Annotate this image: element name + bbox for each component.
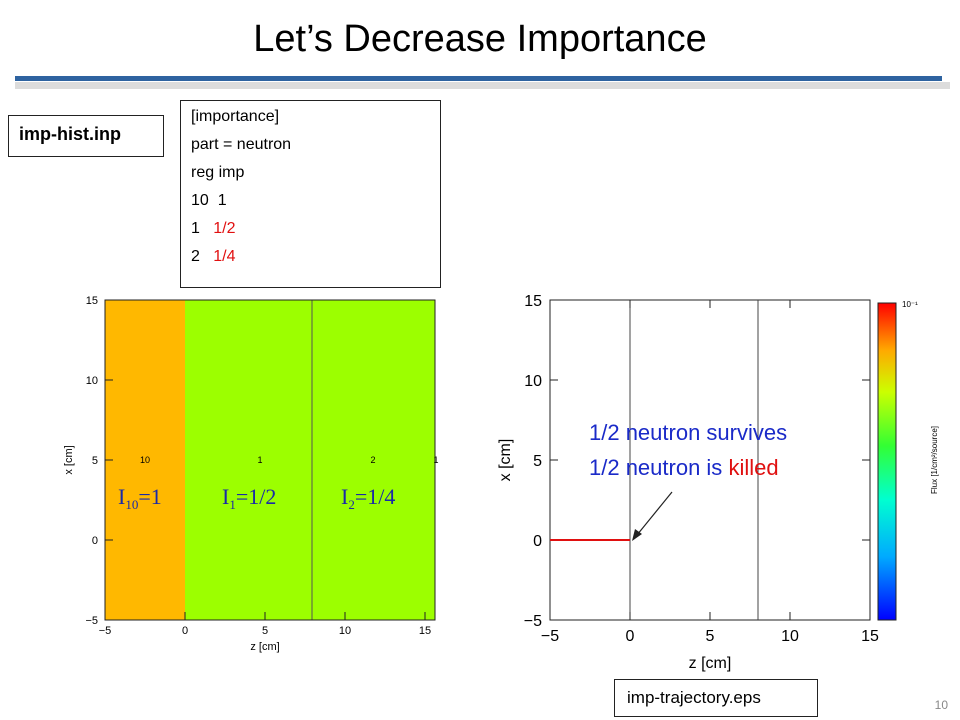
input-code-box: [importance] part = neutron reg imp 10 1… <box>180 100 441 288</box>
output-file-label-text: imp-trajectory.eps <box>627 688 761 707</box>
x-tick-label: 15 <box>861 628 879 645</box>
code-line: 1 1/2 <box>191 220 236 237</box>
y-axis-label: x [cm] <box>497 439 514 482</box>
y-tick-label: −5 <box>85 615 98 627</box>
region-10-fill <box>105 300 185 620</box>
y-tick-label: 15 <box>524 293 542 310</box>
y-tick-label: 5 <box>533 453 542 470</box>
title-rule-shadow <box>15 82 950 89</box>
y-tick-label: 0 <box>533 533 542 550</box>
x-tick-label: 0 <box>626 628 635 645</box>
x-tick-label: 10 <box>781 628 799 645</box>
x-tick-label: −5 <box>541 628 559 645</box>
annotation-arrow <box>636 491 673 536</box>
input-file-label: imp-hist.inp <box>8 115 164 157</box>
code-line: reg imp <box>191 164 245 181</box>
code-line: 10 1 <box>191 192 227 209</box>
title-rule <box>15 76 942 81</box>
y-tick-label: 10 <box>524 373 542 390</box>
input-file-label-text: imp-hist.inp <box>19 124 121 144</box>
x-tick-label: 0 <box>182 625 188 637</box>
trajectory-plot: 15 10 5 0 −5 −5 0 5 10 15 z [cm] x [cm] … <box>497 293 939 672</box>
x-tick-label: −5 <box>99 625 112 637</box>
y-tick-label: 15 <box>86 295 98 307</box>
annotation-survives: 1/2 neutron survives <box>589 420 787 445</box>
annotation-killed: 1/2 neutron is killed <box>589 455 779 480</box>
colorbar-title: Flux [1/cm²/source] <box>930 426 939 494</box>
region-number: 10 <box>140 455 150 465</box>
x-axis-label: z [cm] <box>689 655 732 672</box>
code-line: [importance] <box>191 108 280 125</box>
x-axis-label: z [cm] <box>250 641 279 653</box>
y-axis-label: x [cm] <box>63 445 75 474</box>
importance-region-plot: −5 0 5 10 15 15 10 5 0 −5 z [cm] x [cm] … <box>63 295 439 653</box>
y-tick-label: −5 <box>524 613 542 630</box>
code-line: part = neutron <box>191 136 292 153</box>
plot-frame <box>549 299 871 621</box>
x-tick-label: 5 <box>706 628 715 645</box>
importance-label-region-2: I2=1/4 <box>341 484 395 512</box>
output-file-label: imp-trajectory.eps <box>614 679 818 717</box>
code-line: 2 1/4 <box>191 248 236 265</box>
y-tick-label: 0 <box>92 535 98 547</box>
importance-label-region-1: I1=1/2 <box>222 484 276 512</box>
page-number: 10 <box>934 698 948 712</box>
region-number: 1 <box>257 455 262 465</box>
y-tick-label: 5 <box>92 455 98 467</box>
importance-label-region-10: I10=1 <box>118 484 162 512</box>
slide-title: Let’s Decrease Importance <box>253 18 707 60</box>
x-tick-label: 5 <box>262 625 268 637</box>
region-number: 1 <box>433 455 438 465</box>
x-tick-label: 15 <box>419 625 431 637</box>
annotation-arrowhead <box>632 529 642 541</box>
colorbar-top-label: 10⁻¹ <box>902 300 918 309</box>
y-tick-label: 10 <box>86 375 98 387</box>
colorbar <box>877 302 897 621</box>
region-number: 2 <box>370 455 375 465</box>
region-1-fill <box>185 300 435 620</box>
x-tick-label: 10 <box>339 625 351 637</box>
